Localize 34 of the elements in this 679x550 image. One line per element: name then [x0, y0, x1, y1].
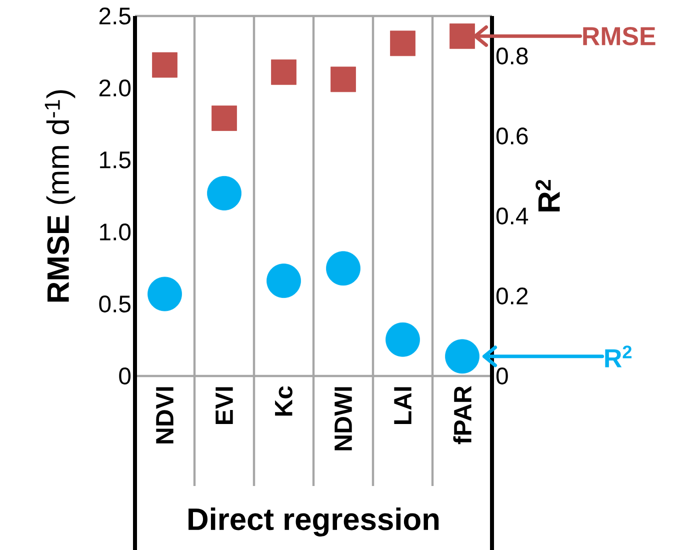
y2-axis-title: R$^{2}$ — [536, 180, 560, 212]
point — [212, 106, 237, 131]
point — [445, 339, 480, 374]
legend-label: RMSE — [583, 26, 656, 46]
y2-tick-label: 0.2 — [496, 288, 528, 304]
point — [450, 23, 475, 49]
point — [207, 176, 242, 210]
x-tick-label: NDVI — [156, 387, 174, 444]
x-tick-label: Kc — [275, 386, 292, 416]
y2-tick-label: 0.6 — [496, 128, 528, 144]
point — [148, 276, 182, 312]
y-tick-label: 2.5 — [99, 8, 130, 24]
x-axis-title: Direct regression — [188, 508, 439, 536]
x-tick-label: NDWI — [334, 387, 352, 450]
y2-tick-label: 0.8 — [496, 48, 528, 64]
y-tick-label: 2.0 — [99, 80, 131, 96]
y-axis-title: RMSE (mm d$^{-1}$) — [44, 90, 76, 302]
point — [386, 322, 420, 357]
point — [266, 264, 301, 298]
x-tick-label: EVI — [216, 387, 233, 424]
point — [390, 30, 416, 56]
point — [271, 59, 296, 85]
x-tick-label: fPAR — [453, 386, 472, 444]
y-tick-label: 1.0 — [100, 224, 131, 240]
y-tick-label: 1.5 — [100, 152, 130, 168]
y2-tick-label: 0 — [496, 368, 508, 384]
legend-label: R$^{2}$ — [605, 346, 632, 368]
x-tick-label: LAI — [394, 387, 412, 424]
point — [326, 251, 360, 286]
y-tick-label: 0 — [119, 368, 131, 384]
y2-tick-label: 0.4 — [496, 208, 528, 224]
point — [152, 52, 178, 78]
point — [330, 66, 356, 92]
y-tick-label: 0.5 — [99, 296, 130, 312]
